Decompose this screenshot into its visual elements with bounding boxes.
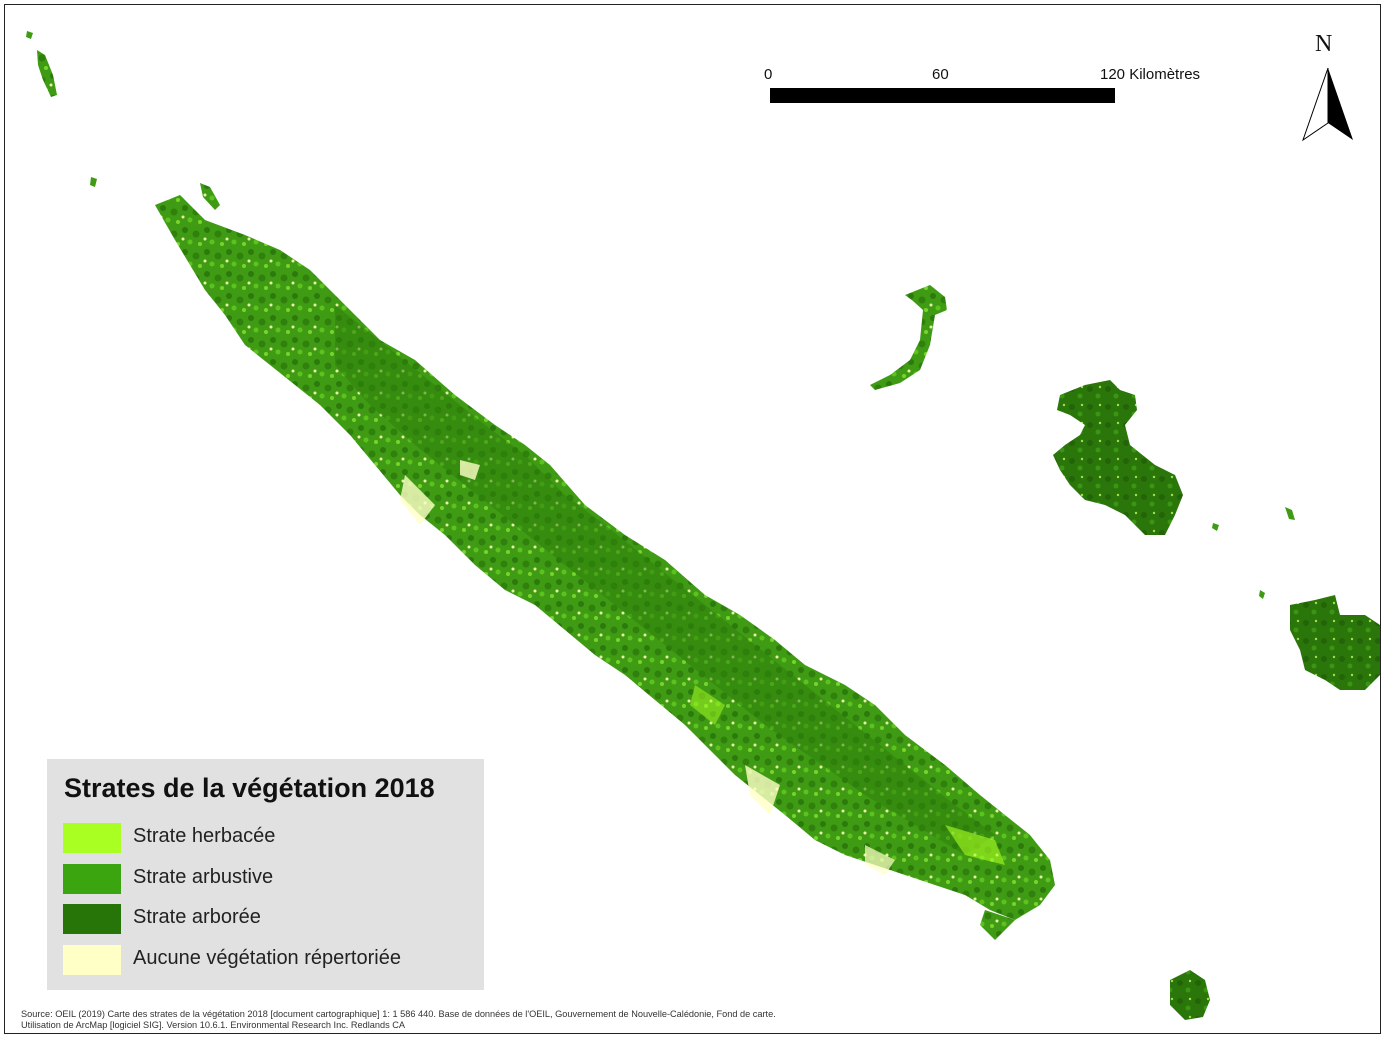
small-islets	[1212, 507, 1295, 599]
legend-title: Strates de la végétation 2018	[64, 773, 435, 803]
legend-swatch	[63, 864, 121, 894]
legend-label: Strate herbacée	[133, 825, 276, 847]
north-arrow-icon	[1302, 67, 1353, 142]
mare-island	[1290, 595, 1380, 690]
map-canvas	[26, 31, 1380, 1020]
legend-label: Aucune végétation répertoriée	[133, 947, 401, 969]
north-label: N	[1315, 31, 1333, 57]
source-line-2: Utilisation de ArcMap [logiciel SIG]. Ve…	[21, 1020, 406, 1030]
northern-islets	[26, 31, 220, 210]
legend: Strates de la végétation 2018 Strate her…	[47, 759, 484, 990]
legend-swatch	[63, 823, 121, 853]
legend-swatch	[63, 904, 121, 934]
ouvea-island	[870, 285, 947, 390]
ile-des-pins-island	[1170, 970, 1210, 1020]
grande-terre-island	[155, 195, 1055, 940]
map-frame: 0 60 120 Kilomètres N Strates de la végé…	[4, 4, 1381, 1034]
legend-label: Strate arborée	[133, 906, 261, 928]
legend-label: Strate arbustive	[133, 866, 274, 888]
source-credit: Source: OEIL (2019) Carte des strates de…	[21, 1009, 776, 1031]
source-line-1: Source: OEIL (2019) Carte des strates de…	[21, 1009, 776, 1019]
legend-swatch	[63, 945, 121, 975]
lifou-island	[1053, 380, 1183, 535]
